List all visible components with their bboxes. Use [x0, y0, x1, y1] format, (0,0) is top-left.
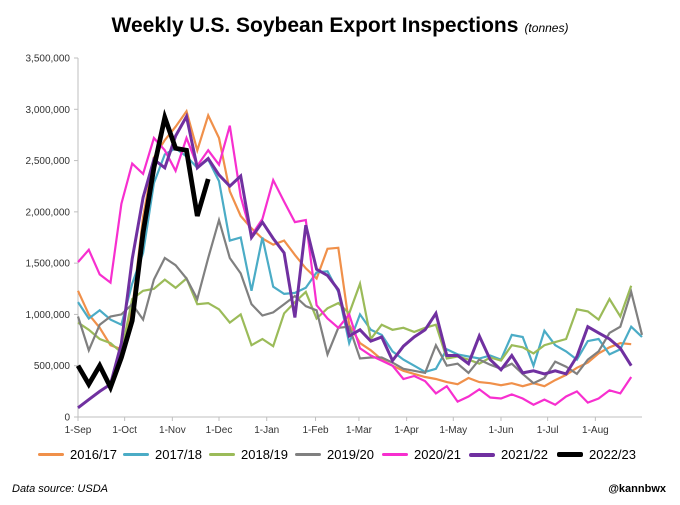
chart-title-block: Weekly U.S. Soybean Export Inspections (t…: [0, 14, 680, 38]
y-tick-label: 2,000,000: [26, 207, 71, 218]
x-tick-label: 1-Feb: [302, 425, 329, 436]
series-line-2018-19: [77, 276, 633, 365]
y-tick-label: 1,000,000: [26, 310, 71, 321]
x-tick-label: 1-Dec: [206, 425, 233, 436]
chart-title: Weekly U.S. Soybean Export Inspections: [111, 14, 519, 37]
x-tick-label: 1-Mar: [346, 425, 373, 436]
series-layer: [75, 108, 644, 409]
y-tick-label: 1,500,000: [26, 259, 71, 270]
legend-swatch: [38, 452, 64, 457]
legend-swatch: [295, 452, 321, 457]
legend-item: 2016/17: [38, 447, 117, 462]
x-tick-label: 1-Sep: [65, 425, 92, 436]
y-tick-label: 2,500,000: [26, 156, 71, 167]
legend-swatch: [557, 451, 583, 458]
x-tick-label: 1-Aug: [582, 425, 609, 436]
legend-item: 2021/22: [469, 447, 548, 462]
y-tick-label: 3,500,000: [26, 54, 71, 65]
legend: 2016/17 2017/18 2018/19 2019/20 2020/21 2021/…: [0, 447, 680, 467]
legend-item: 2018/19: [209, 447, 288, 462]
legend-swatch: [469, 452, 495, 457]
x-tick-label: 1-Apr: [394, 425, 419, 436]
legend-swatch: [123, 452, 149, 457]
chart-unit: (tonnes): [524, 21, 569, 35]
series-line-2021-22: [77, 112, 633, 409]
legend-label: 2019/20: [327, 447, 374, 462]
x-tick-label: 1-Jan: [254, 425, 279, 436]
y-tick-label: 500,000: [34, 361, 71, 372]
legend-label: 2016/17: [70, 447, 117, 462]
legend-label: 2022/23: [589, 447, 636, 462]
x-tick-label: 1-Jun: [488, 425, 513, 436]
x-tick-label: 1-Nov: [159, 425, 186, 436]
chart-canvas: 0 500,000 1,000,000 1,500,000 2,000,000 2,500…: [26, 54, 644, 436]
axes: 0 500,000 1,000,000 1,500,000 2,000,000 2,500…: [26, 54, 642, 436]
series-line-2022-23: [75, 108, 211, 394]
data-source: Data source: USDA: [12, 483, 108, 495]
legend-item: 2022/23: [557, 447, 636, 462]
author-handle: @kannbwx: [608, 483, 666, 495]
legend-item: 2020/21: [382, 447, 461, 462]
x-tick-label: 1-Oct: [112, 425, 137, 436]
legend-swatch: [209, 452, 235, 457]
y-tick-label: 0: [64, 413, 70, 424]
legend-item: 2017/18: [123, 447, 202, 462]
legend-label: 2020/21: [414, 447, 461, 462]
legend-label: 2021/22: [501, 447, 548, 462]
legend-item: 2019/20: [295, 447, 374, 462]
x-tick-label: 1-Jul: [537, 425, 559, 436]
series-line-2019-20: [76, 216, 644, 385]
legend-label: 2017/18: [155, 447, 202, 462]
legend-label: 2018/19: [241, 447, 288, 462]
legend-swatch: [382, 452, 408, 457]
y-tick-label: 3,000,000: [26, 105, 71, 116]
x-tick-label: 1-May: [439, 425, 467, 436]
